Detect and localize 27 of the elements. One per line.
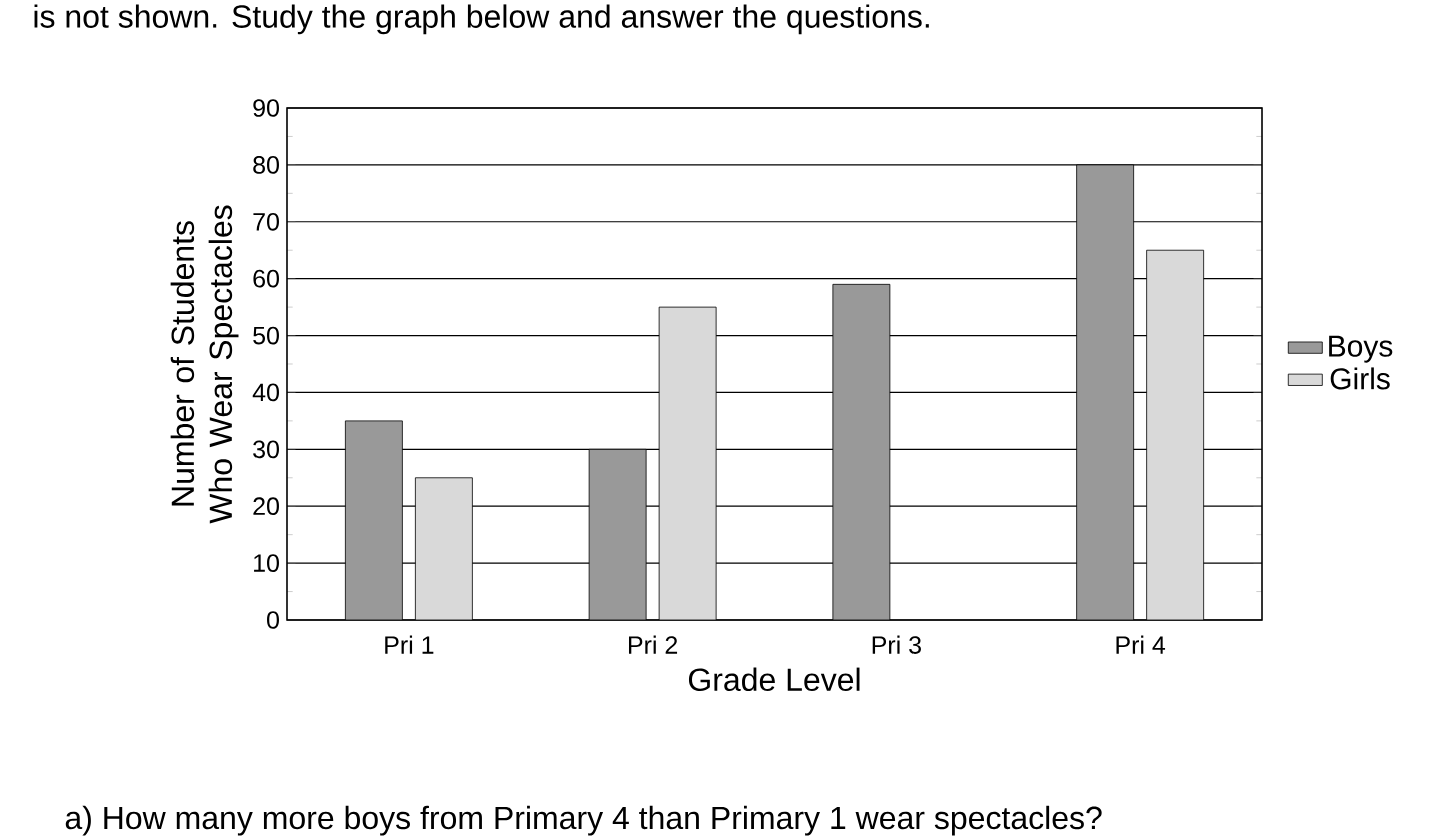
- bar: [1076, 164, 1135, 620]
- y-axis-title: Number of Students Who Wear Spectacles: [170, 205, 239, 524]
- x-tick-label: Pri 1: [385, 635, 434, 654]
- y-tick-label: 10: [254, 554, 279, 572]
- x-tick-label: Pri 3: [872, 635, 921, 654]
- bar: [344, 420, 403, 620]
- y-tick-label: 50: [253, 326, 279, 345]
- bar: [1146, 249, 1205, 620]
- x-tick-label: Pri 2: [628, 635, 678, 654]
- y-tick-label: 30: [253, 440, 279, 459]
- y-tick-label: 70: [253, 212, 279, 231]
- text: a) How many more boys from Primary 4 than Primary 1 wear spectacles?: [65, 805, 1102, 836]
- y-tick-label: 90: [253, 99, 279, 117]
- x-tick-label: Pri 4: [1116, 635, 1166, 654]
- y-tick-label: 0: [267, 611, 279, 629]
- bar: [658, 306, 717, 620]
- bar: [832, 283, 891, 620]
- bar: [414, 477, 473, 620]
- y-tick-label: 80: [253, 156, 279, 174]
- legend-label: Boys: [1329, 335, 1393, 363]
- bar: [588, 448, 647, 620]
- legend-label: Girls: [1330, 367, 1390, 390]
- text: is not shown. Study the graph below and answer the questions.: [34, 4, 929, 35]
- y-tick-label: 60: [253, 269, 279, 288]
- y-tick-label: 20: [253, 497, 279, 516]
- x-axis-title: Grade Level: [688, 667, 860, 692]
- y-tick-label: 40: [252, 383, 279, 402]
